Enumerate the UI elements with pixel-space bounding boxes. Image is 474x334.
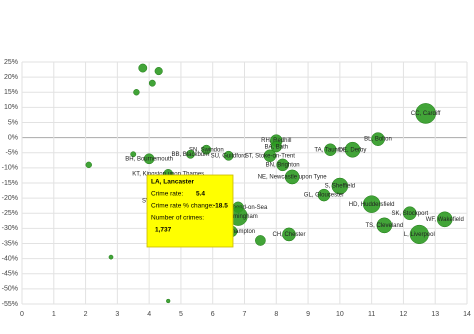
bubble	[133, 89, 140, 96]
x-tick-label: 1	[52, 311, 56, 318]
point-label: BL, Bolton	[364, 137, 392, 143]
bubble	[138, 63, 148, 73]
bubble	[270, 141, 282, 153]
x-tick-label: 9	[306, 311, 310, 318]
x-tick-label: 14	[463, 311, 471, 318]
x-tick-label: 6	[211, 311, 215, 318]
x-tick-label: 12	[400, 311, 408, 318]
tooltip-change-label: Crime rate % change:	[151, 203, 214, 210]
bubble	[402, 206, 417, 221]
tooltip-count: 1,737	[155, 227, 172, 234]
bubble	[255, 235, 266, 246]
y-tick-label: -10%	[2, 165, 18, 172]
point-label: CC, Cardiff	[411, 111, 441, 117]
bubble	[284, 169, 300, 185]
x-tick-label: 2	[84, 311, 88, 318]
point-label: BA, Bath	[264, 144, 288, 150]
tooltip-rate-label: Crime rate:	[151, 191, 183, 198]
bubble	[409, 224, 429, 244]
point-label: WF, Wakefield	[426, 217, 464, 223]
point-label: HD, Huddersfield	[349, 202, 395, 208]
tooltip-title: LA, Lancaster	[151, 179, 194, 186]
bubble	[143, 153, 155, 165]
y-tick-label: -55%	[2, 301, 18, 308]
bubble	[108, 254, 114, 260]
x-tick-label: 0	[20, 311, 24, 318]
point-label: SK, Stockport	[391, 211, 428, 217]
x-tick-label: 4	[147, 311, 151, 318]
bubble	[85, 161, 92, 169]
bubble	[201, 144, 212, 155]
bubble	[276, 158, 289, 172]
point-label: SU, Guildford	[211, 153, 247, 159]
y-tick-label: -45%	[2, 271, 18, 278]
point-label: BB, Blackburn	[171, 152, 209, 158]
tooltip: LA, Lancaster Crime rate: 5.4 Crime rate…	[146, 174, 234, 248]
y-tick-label: -15%	[2, 180, 18, 187]
tooltip-box	[146, 174, 234, 248]
point-label: B, Birmingham	[218, 214, 257, 220]
y-tick-label: 10%	[4, 104, 18, 111]
y-tick-label: 15%	[4, 89, 18, 96]
y-tick-label: -25%	[2, 210, 18, 217]
point-label: S, Sheffield	[325, 184, 356, 190]
grid: 25% 20% 15% 10% 5% 0% -5% -10% -15% -20% -25% -30% -…	[2, 59, 471, 318]
bubble	[282, 227, 296, 242]
point-label: SN, Swindon	[189, 147, 224, 153]
bubble	[223, 150, 234, 161]
point-label: NE, Newcastle upon Tyne	[258, 175, 328, 181]
tooltip-count-label: Number of crimes:	[151, 215, 204, 222]
x-tick-label: 10	[336, 311, 344, 318]
bubble	[263, 149, 277, 163]
y-tick-label: -50%	[2, 286, 18, 293]
bubble	[317, 188, 331, 202]
bubble	[376, 217, 393, 234]
y-tick-label: -20%	[2, 195, 18, 202]
x-tick-label: 3	[115, 311, 119, 318]
y-tick-label: -5%	[6, 150, 18, 157]
x-tick-label: 11	[368, 311, 375, 318]
x-tick-label: 7	[243, 311, 247, 318]
tooltip-change: -18.5	[213, 203, 228, 210]
x-tick-label: 8	[274, 311, 278, 318]
point-label: ST, Stoke-on-Trent	[245, 153, 295, 159]
y-tick-label: 25%	[4, 59, 18, 66]
bubble	[362, 195, 381, 213]
bubble	[371, 132, 385, 146]
bubble	[186, 149, 195, 159]
x-tick-label: 13	[431, 311, 439, 318]
point-label: L, Liverpool	[404, 232, 435, 238]
tooltip-rate: 5.4	[196, 191, 205, 198]
point-label: TA, Taunton	[314, 147, 346, 153]
y-tick-label: -30%	[2, 225, 18, 232]
y-tick-label: 5%	[8, 119, 18, 126]
bubble	[331, 177, 349, 195]
point-label: BH, Bournemouth	[125, 156, 173, 162]
point-label: CH, Chester	[272, 232, 305, 238]
bubble	[436, 211, 453, 228]
point-label: BN, Brighton	[266, 162, 300, 168]
point-label: TS, Cleveland	[366, 223, 404, 229]
bubble	[166, 298, 171, 304]
bubble	[324, 143, 337, 156]
y-tick-label: 0%	[8, 134, 18, 141]
point-label: DE, Derby	[339, 147, 367, 153]
y-tick-label: -35%	[2, 240, 18, 247]
bubble	[415, 103, 436, 124]
bubble	[344, 141, 361, 158]
point-label: KT, Kingston upon Thames	[132, 172, 204, 178]
point-label: GL, Gloucester	[304, 193, 344, 199]
bubble	[154, 67, 163, 76]
bubble	[148, 79, 156, 87]
x-tick-label: 5	[179, 311, 183, 318]
y-tick-label: 20%	[4, 74, 18, 81]
y-tick-label: -40%	[2, 255, 18, 262]
bubble	[130, 151, 137, 158]
